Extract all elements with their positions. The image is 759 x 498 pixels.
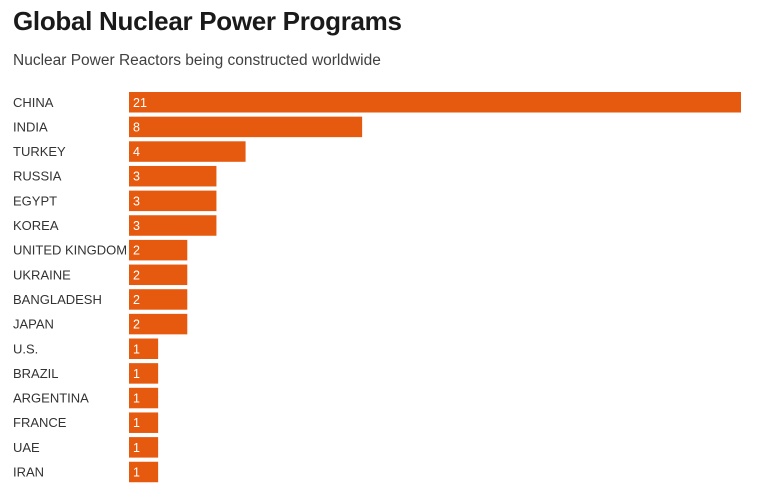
bar bbox=[129, 215, 217, 236]
bar-value-label: 4 bbox=[133, 145, 140, 159]
bar-value-label: 1 bbox=[133, 441, 140, 455]
bar-value-label: 2 bbox=[133, 268, 140, 282]
category-label: BANGLADESH bbox=[13, 292, 102, 307]
bar-value-label: 1 bbox=[133, 466, 140, 480]
bar-value-label: 3 bbox=[133, 219, 140, 233]
bar bbox=[129, 239, 188, 261]
bar bbox=[129, 338, 159, 359]
bar-value-label: 1 bbox=[133, 392, 140, 406]
bar bbox=[129, 437, 159, 458]
bar-value-label: 1 bbox=[133, 416, 140, 430]
category-label: U.S. bbox=[13, 341, 38, 356]
category-label: UAE bbox=[13, 440, 40, 455]
bar bbox=[129, 461, 159, 483]
bar-value-label: 2 bbox=[133, 244, 140, 258]
chart-title: Global Nuclear Power Programs bbox=[13, 6, 402, 36]
category-label: JAPAN bbox=[13, 317, 54, 332]
bar-value-label: 8 bbox=[133, 120, 140, 134]
bar-value-label: 3 bbox=[133, 170, 140, 184]
bar bbox=[129, 190, 217, 212]
category-label: ARGENTINA bbox=[13, 391, 89, 406]
bar bbox=[129, 387, 159, 409]
category-label: INDIA bbox=[13, 119, 48, 134]
bar bbox=[129, 92, 741, 113]
category-label: TURKEY bbox=[13, 144, 66, 159]
category-label: FRANCE bbox=[13, 415, 67, 430]
bar bbox=[129, 116, 363, 138]
category-label: UNITED KINGDOM bbox=[13, 243, 127, 258]
bar bbox=[129, 412, 159, 433]
category-label: KOREA bbox=[13, 218, 59, 233]
bar-value-label: 2 bbox=[133, 318, 140, 332]
category-label: UKRAINE bbox=[13, 267, 71, 282]
bar bbox=[129, 363, 159, 384]
chart-subtitle: Nuclear Power Reactors being constructed… bbox=[13, 52, 381, 69]
category-label: EGYPT bbox=[13, 193, 57, 208]
bar-value-label: 2 bbox=[133, 293, 140, 307]
bar bbox=[129, 264, 188, 286]
bar-value-label: 3 bbox=[133, 194, 140, 208]
bar-value-label: 21 bbox=[133, 96, 147, 110]
bar bbox=[129, 165, 217, 187]
category-label: RUSSIA bbox=[13, 169, 62, 184]
bar bbox=[129, 313, 188, 335]
bar-value-label: 1 bbox=[133, 367, 140, 381]
category-label: BRAZIL bbox=[13, 366, 59, 381]
bar bbox=[129, 141, 246, 162]
bar-value-label: 1 bbox=[133, 342, 140, 356]
category-label: IRAN bbox=[13, 465, 44, 480]
bar bbox=[129, 289, 188, 310]
category-label: CHINA bbox=[13, 95, 54, 110]
